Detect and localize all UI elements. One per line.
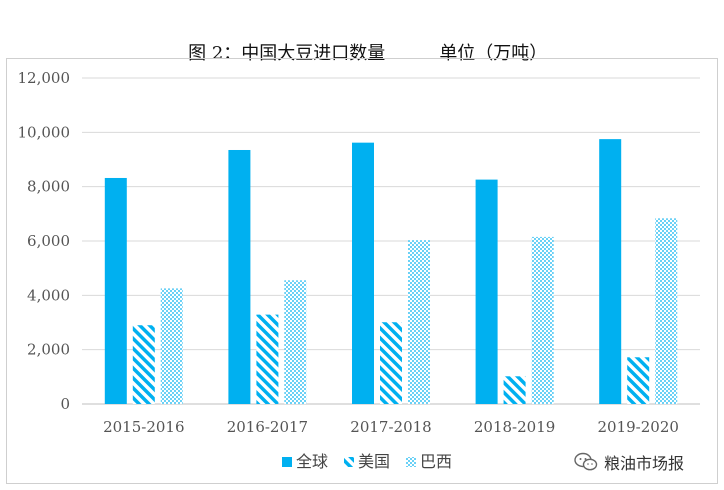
bar-brazil [531, 236, 554, 404]
bar-brazil [160, 288, 183, 404]
legend-label: 美国 [358, 452, 390, 471]
bar-brazil [284, 280, 307, 404]
bar-global [599, 139, 622, 404]
y-tick-label: 10,000 [18, 123, 71, 141]
y-tick-label: 8,000 [27, 178, 70, 196]
y-tick-label: 0 [60, 395, 70, 413]
y-tick-label: 4,000 [27, 286, 70, 304]
chart-frame [6, 58, 718, 484]
legend-label: 全球 [296, 452, 328, 471]
watermark: 粮油市场报 [574, 447, 684, 477]
bar-brazil [655, 218, 678, 404]
watermark-text: 粮油市场报 [604, 454, 685, 473]
bar-global [352, 142, 374, 404]
bar-usa [503, 376, 526, 404]
x-tick-label: 2019-2020 [597, 418, 678, 436]
bar-global [228, 149, 251, 404]
bar-usa [380, 322, 402, 404]
x-tick-label: 2015-2016 [103, 418, 184, 436]
x-tick-label: 2017-2018 [350, 418, 431, 436]
x-tick-label: 2016-2017 [227, 418, 308, 436]
legend-swatch [406, 457, 416, 467]
wechat-icon [574, 452, 598, 471]
bar-brazil [408, 240, 430, 404]
bar-usa [627, 357, 650, 404]
x-tick-label: 2018-2019 [474, 418, 555, 436]
y-tick-label: 2,000 [27, 341, 70, 359]
bar-global [104, 177, 127, 404]
legend-swatch [344, 457, 354, 467]
y-tick-label: 12,000 [18, 69, 71, 87]
legend-swatch [282, 457, 292, 467]
bar-usa [132, 325, 155, 404]
bar-global [475, 179, 498, 404]
legend-label: 巴西 [420, 452, 452, 471]
bar-usa [256, 314, 279, 404]
y-tick-label: 6,000 [27, 232, 70, 250]
